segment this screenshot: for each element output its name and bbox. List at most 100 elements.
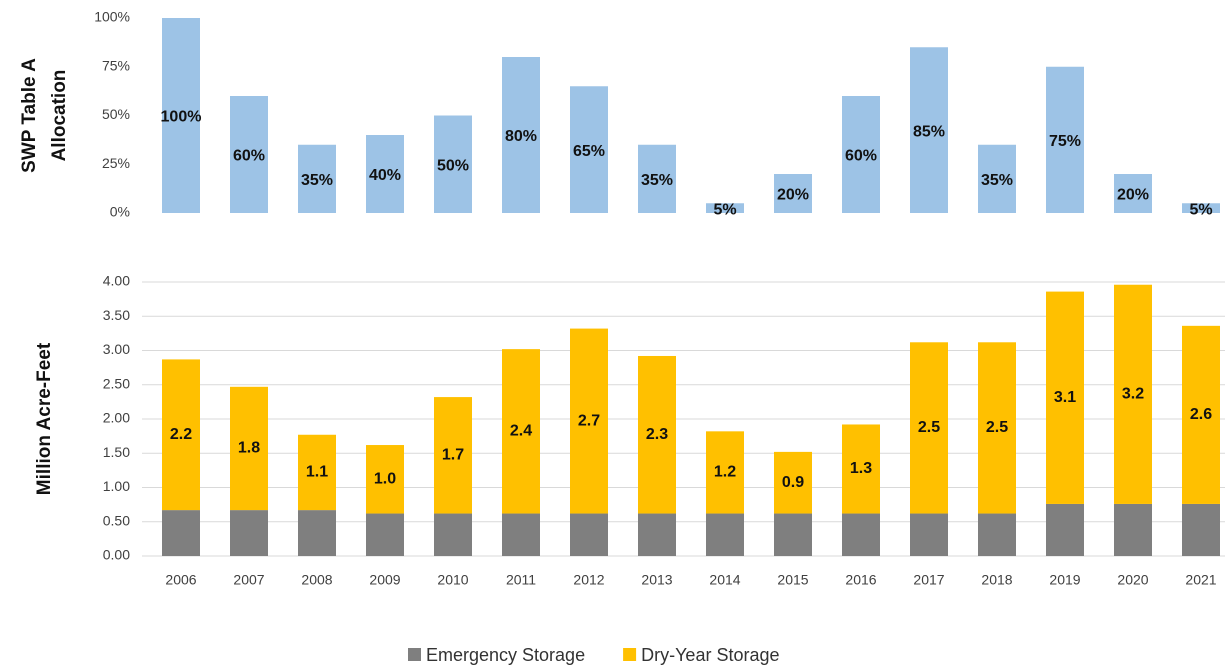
- bar-segment: [1046, 503, 1084, 556]
- y-tick-label: 0.00: [103, 547, 130, 563]
- data-label: 40%: [369, 167, 401, 184]
- data-label: 50%: [437, 157, 469, 174]
- x-tick-label: 2017: [913, 572, 944, 588]
- y-tick-label: 4.00: [103, 273, 130, 289]
- data-label: 2.3: [646, 426, 668, 443]
- data-label: 5%: [713, 201, 736, 218]
- bar: [366, 135, 404, 213]
- bar: [706, 203, 744, 213]
- y-axis-label: Million Acre-Feet: [34, 342, 55, 495]
- bar-segment: [1114, 503, 1152, 556]
- y-axis-label: Allocation: [49, 70, 70, 162]
- x-tick-label: 2009: [369, 572, 400, 588]
- data-label: 3.1: [1054, 389, 1076, 406]
- bar-segment: [434, 513, 472, 556]
- bar: [570, 86, 608, 213]
- data-label: 60%: [845, 148, 877, 165]
- data-label: 1.8: [238, 440, 260, 457]
- x-tick-label: 2011: [506, 572, 536, 588]
- data-label: 100%: [161, 109, 202, 126]
- x-tick-label: 2020: [1117, 572, 1148, 588]
- bar-segment: [638, 355, 676, 514]
- y-tick-label: 25%: [102, 155, 130, 171]
- data-label: 2.7: [578, 412, 600, 429]
- y-tick-label: 75%: [102, 57, 130, 73]
- legend-swatch: [623, 648, 637, 661]
- x-tick-label: 2008: [301, 572, 332, 588]
- bar-segment: [570, 328, 608, 514]
- data-label: 1.2: [714, 464, 736, 481]
- x-tick-label: 2019: [1049, 572, 1080, 588]
- x-tick-label: 2007: [233, 572, 264, 588]
- data-label: 5%: [1189, 201, 1212, 218]
- bar-segment: [1182, 325, 1220, 504]
- bar: [978, 144, 1016, 213]
- data-label: 20%: [777, 187, 809, 204]
- bar-segment: [1114, 284, 1152, 504]
- bar: [298, 144, 336, 213]
- bar: [842, 96, 880, 213]
- bar-segment: [434, 397, 472, 514]
- bar-segment: [842, 424, 880, 514]
- y-tick-label: 1.50: [103, 444, 130, 460]
- y-tick-label: 50%: [102, 106, 130, 122]
- legend-label: Dry-Year Storage: [641, 645, 779, 665]
- data-label: 2.5: [986, 419, 1008, 436]
- data-label: 20%: [1117, 187, 1149, 204]
- bar-segment: [706, 513, 744, 556]
- data-label: 35%: [981, 172, 1013, 189]
- data-label: 2.5: [918, 419, 940, 436]
- data-label: 0.9: [782, 474, 804, 491]
- bar: [230, 96, 268, 213]
- x-tick-label: 2014: [709, 572, 740, 588]
- y-axis-label: SWP Table A: [19, 58, 40, 173]
- bar: [910, 47, 948, 213]
- bar-segment: [298, 510, 336, 556]
- data-label: 65%: [573, 143, 605, 160]
- bar-segment: [978, 513, 1016, 556]
- data-label: 1.3: [850, 460, 872, 477]
- bar-segment: [774, 513, 812, 556]
- legend-label: Emergency Storage: [426, 645, 585, 665]
- bar-segment: [298, 434, 336, 511]
- bar-segment: [842, 513, 880, 556]
- bar: [434, 115, 472, 213]
- data-label: 2.6: [1190, 406, 1212, 423]
- x-tick-label: 2006: [165, 572, 196, 588]
- data-label: 80%: [505, 128, 537, 145]
- y-tick-label: 100%: [94, 9, 130, 25]
- data-label: 1.7: [442, 447, 464, 464]
- bar-segment: [774, 451, 812, 514]
- bar-segment: [162, 359, 200, 511]
- y-tick-label: 0%: [110, 204, 130, 220]
- bar: [1046, 66, 1084, 213]
- data-label: 35%: [301, 172, 333, 189]
- legend-swatch: [408, 648, 421, 661]
- bar-segment: [706, 431, 744, 514]
- bar: [774, 174, 812, 213]
- bar-segment: [502, 513, 540, 556]
- data-label: 3.2: [1122, 386, 1144, 403]
- data-label: 85%: [913, 123, 945, 140]
- x-tick-label: 2013: [641, 572, 672, 588]
- data-label: 1.0: [374, 470, 396, 487]
- bar: [1114, 174, 1152, 213]
- bar-segment: [366, 445, 404, 514]
- bar: [162, 18, 200, 213]
- bar-segment: [502, 349, 540, 514]
- bar-segment: [1046, 291, 1084, 504]
- y-tick-label: 2.00: [103, 410, 130, 426]
- data-label: 75%: [1049, 133, 1081, 150]
- data-label: 1.1: [306, 464, 328, 481]
- data-label: 60%: [233, 148, 265, 165]
- bar-segment: [910, 513, 948, 556]
- x-tick-label: 2018: [981, 572, 1012, 588]
- bar-segment: [570, 513, 608, 556]
- data-label: 2.4: [510, 423, 532, 440]
- x-tick-label: 2021: [1185, 572, 1216, 588]
- bar: [1182, 203, 1220, 213]
- bar-segment: [162, 510, 200, 556]
- bar-segment: [230, 510, 268, 556]
- y-tick-label: 0.50: [103, 512, 130, 528]
